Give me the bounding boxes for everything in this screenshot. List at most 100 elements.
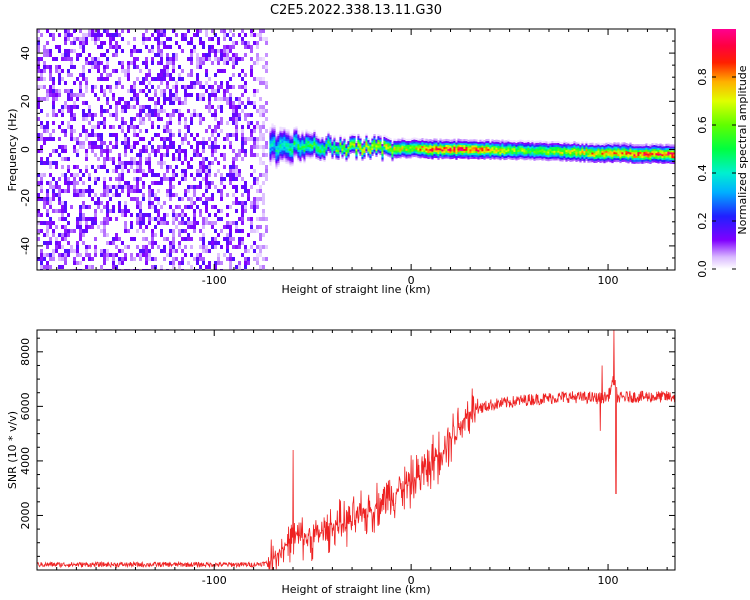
heatmap-cell xyxy=(208,37,211,41)
heatmap-cell xyxy=(232,257,235,261)
heatmap-cell xyxy=(64,57,67,61)
heatmap-cell xyxy=(214,33,217,37)
heatmap-cell xyxy=(82,125,85,129)
heatmap-cell xyxy=(190,81,193,85)
heatmap-cell xyxy=(627,157,630,160)
heatmap-cell xyxy=(473,154,476,157)
heatmap-cell xyxy=(271,125,274,128)
heatmap-cell xyxy=(579,156,582,159)
heatmap-cell xyxy=(190,185,193,189)
heatmap-cell xyxy=(55,45,58,49)
heatmap-cell xyxy=(309,131,312,135)
heatmap-cell xyxy=(100,121,103,125)
heatmap-cell xyxy=(76,189,79,193)
heatmap-cell xyxy=(525,154,528,157)
heatmap-cell xyxy=(617,152,620,155)
heatmap-cell xyxy=(439,144,442,147)
heatmap-cell xyxy=(85,129,88,133)
heatmap-cell xyxy=(295,130,298,133)
heatmap-cell xyxy=(561,149,564,152)
heatmap-cell xyxy=(589,146,592,149)
heatmap-cell xyxy=(55,149,58,153)
heatmap-cell xyxy=(64,157,67,161)
heatmap-cell xyxy=(377,147,380,150)
heatmap-cell xyxy=(533,148,536,152)
heatmap-cell xyxy=(623,144,626,147)
heatmap-cell xyxy=(73,113,76,117)
heatmap-cell xyxy=(505,140,508,143)
heatmap-cell xyxy=(283,140,286,143)
heatmap-cell xyxy=(181,77,184,81)
heatmap-cell xyxy=(223,153,226,157)
heatmap-cell xyxy=(331,141,334,144)
heatmap-cell xyxy=(163,237,166,241)
heatmap-cell xyxy=(401,151,404,154)
heatmap-cell xyxy=(256,121,259,125)
heatmap-cell xyxy=(70,109,73,113)
heatmap-cell xyxy=(172,141,175,145)
heatmap-cell xyxy=(551,148,554,151)
heatmap-cell xyxy=(405,150,408,153)
heatmap-cell xyxy=(121,185,124,189)
heatmap-cell xyxy=(449,153,452,156)
heatmap-cell xyxy=(145,157,148,161)
heatmap-cell xyxy=(293,146,296,149)
heatmap-cell xyxy=(46,125,49,129)
heatmap-cell xyxy=(529,142,532,145)
heatmap-cell xyxy=(615,154,618,157)
heatmap-cell xyxy=(199,57,202,61)
heatmap-cell xyxy=(375,141,378,144)
heatmap-cell xyxy=(52,109,55,113)
heatmap-cell xyxy=(505,157,508,160)
heatmap-cell xyxy=(563,156,566,159)
heatmap-cell xyxy=(235,185,238,189)
heatmap-cell xyxy=(377,135,380,139)
heatmap-cell xyxy=(293,135,296,138)
heatmap-cell xyxy=(555,148,558,151)
heatmap-cell xyxy=(58,201,61,205)
heatmap-cell xyxy=(145,105,148,109)
heatmap-cell xyxy=(76,245,79,249)
heatmap-cell xyxy=(184,149,187,153)
heatmap-cell xyxy=(481,156,484,159)
heatmap-cell xyxy=(581,153,584,156)
heatmap-cell xyxy=(64,249,67,253)
heatmap-cell xyxy=(241,201,244,205)
heatmap-cell xyxy=(247,101,250,105)
heatmap-cell xyxy=(208,197,211,201)
heatmap-cell xyxy=(52,89,55,93)
heatmap-cell xyxy=(250,217,253,221)
heatmap-cell xyxy=(621,142,624,145)
heatmap-cell xyxy=(597,152,600,155)
heatmap-cell xyxy=(497,141,500,144)
heatmap-cell xyxy=(64,105,67,109)
heatmap-cell xyxy=(315,153,318,156)
colorbar-tick-label: 0.6 xyxy=(696,116,709,134)
heatmap-cell xyxy=(641,150,644,153)
heatmap-cell xyxy=(635,144,638,147)
heatmap-cell xyxy=(429,146,432,149)
heatmap-cell xyxy=(295,145,298,148)
heatmap-cell xyxy=(253,257,256,261)
heatmap-cell xyxy=(613,155,616,158)
heatmap-cell xyxy=(515,152,518,155)
heatmap-cell xyxy=(619,159,622,162)
heatmap-cell xyxy=(591,146,594,149)
heatmap-cell xyxy=(283,144,286,147)
heatmap-cell xyxy=(309,155,312,158)
heatmap-cell xyxy=(447,150,450,153)
heatmap-cell xyxy=(196,169,199,173)
heatmap-cell xyxy=(196,257,199,261)
heatmap-cell xyxy=(665,155,668,158)
heatmap-cell xyxy=(115,237,118,241)
heatmap-cell xyxy=(82,233,85,237)
heatmap-cell xyxy=(241,133,244,137)
heatmap-cell xyxy=(303,161,306,164)
heatmap-cell xyxy=(208,169,211,173)
heatmap-cell xyxy=(375,152,378,155)
heatmap-cell xyxy=(52,189,55,193)
y-tick-label: 4000 xyxy=(19,447,32,475)
heatmap-cell xyxy=(265,141,268,145)
heatmap-cell xyxy=(383,148,386,151)
heatmap-cell xyxy=(395,146,398,149)
